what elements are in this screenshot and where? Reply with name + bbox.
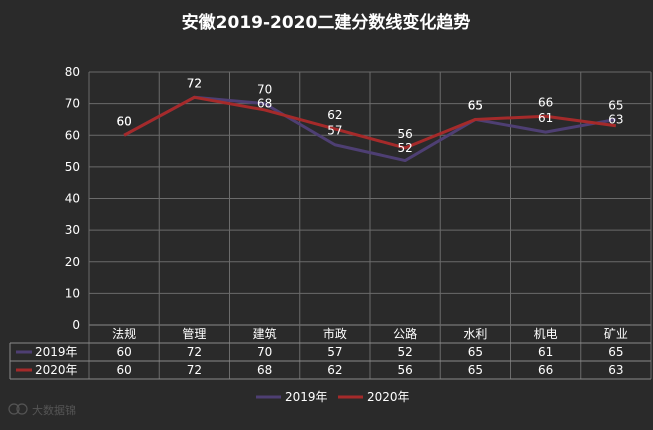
y-axis: 0 10 20 30 40 50 60 70 80 — [65, 65, 80, 332]
y-tick-label: 80 — [65, 65, 80, 79]
data-label: 61 — [538, 111, 553, 125]
y-tick-label: 70 — [65, 97, 80, 111]
y-tick-label: 40 — [65, 192, 80, 206]
table-cell: 65 — [468, 363, 483, 377]
x-tick-label: 法规 — [112, 326, 136, 341]
table-cell: 70 — [257, 345, 272, 359]
data-label: 72 — [187, 76, 202, 90]
data-label: 52 — [397, 141, 412, 155]
data-label: 57 — [327, 124, 342, 138]
x-tick-label: 矿业 — [604, 327, 628, 341]
table-cell: 66 — [538, 363, 553, 377]
table-cell: 72 — [187, 363, 202, 377]
data-label: 70 — [257, 83, 272, 97]
watermark-logo-icon — [8, 403, 20, 415]
data-label: 56 — [397, 127, 412, 141]
table-cell: 61 — [538, 345, 553, 359]
y-tick-label: 30 — [65, 223, 80, 237]
watermark-logo-icon — [16, 403, 28, 415]
y-tick-label: 50 — [65, 160, 80, 174]
data-label: 60 — [116, 114, 131, 128]
data-label: 72 — [187, 76, 202, 90]
y-tick-label: 20 — [65, 255, 80, 269]
data-table: 法规 管理 建筑 市政 公路 水利 机电 矿业 2019年 60 72 70 57 52 65 61 65 202… — [9, 326, 651, 380]
data-label: 65 — [608, 98, 623, 112]
table-cell: 72 — [187, 345, 202, 359]
legend-label: 2020年 — [367, 390, 410, 404]
chart-title: 安徽2019-2020二建分数线变化趋势 — [182, 12, 471, 33]
grid-lines — [88, 71, 652, 379]
table-cell: 60 — [116, 345, 131, 359]
data-label: 60 — [116, 114, 131, 128]
data-label: 63 — [608, 112, 623, 126]
legend: 2019年 2020年 — [256, 390, 410, 404]
watermark-text: 大数据锦 — [32, 403, 76, 417]
series-lines — [123, 95, 617, 163]
y-tick-label: 10 — [65, 286, 80, 300]
x-tick-label: 机电 — [534, 327, 558, 341]
data-label: 65 — [468, 98, 483, 112]
table-cell: 65 — [468, 345, 483, 359]
x-tick-label: 建筑 — [253, 326, 277, 341]
table-cell: 56 — [397, 363, 412, 377]
table-series-name: 2019年 — [35, 345, 78, 359]
y-tick-label: 0 — [72, 318, 80, 332]
table-cell: 60 — [116, 363, 131, 377]
x-tick-label: 公路 — [393, 326, 417, 341]
table-cell: 63 — [608, 363, 623, 377]
data-label: 62 — [327, 108, 342, 122]
x-tick-label: 水利 — [463, 327, 487, 341]
data-label: 65 — [468, 98, 483, 112]
table-cell: 65 — [608, 345, 623, 359]
x-tick-label: 市政 — [323, 326, 347, 341]
table-cell: 52 — [397, 345, 412, 359]
data-label: 66 — [538, 95, 553, 109]
y-tick-label: 60 — [65, 128, 80, 142]
data-label: 68 — [257, 97, 272, 111]
legend-label: 2019年 — [285, 390, 328, 404]
watermark: 大数据锦 — [8, 403, 76, 417]
table-cell: 68 — [257, 363, 272, 377]
table-cell: 62 — [327, 363, 342, 377]
table-cell: 57 — [327, 345, 342, 359]
table-series-name: 2020年 — [35, 363, 78, 377]
x-tick-label: 管理 — [182, 326, 206, 341]
series-line-2020 — [123, 95, 617, 150]
